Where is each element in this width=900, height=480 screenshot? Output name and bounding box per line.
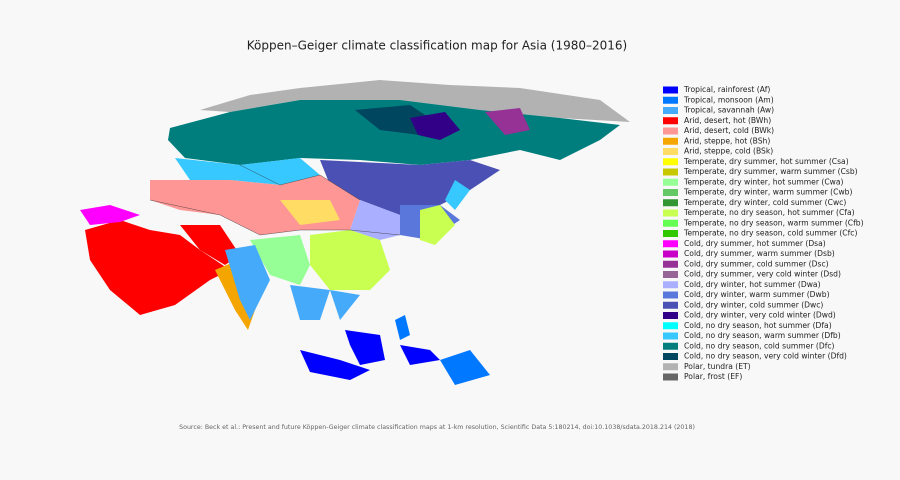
legend-label: Cold, dry winter, hot summer (Dwa) [684,280,821,289]
climate-region [420,205,455,245]
legend-swatch [663,353,678,360]
legend-label: Cold, no dry season, warm summer (Dfb) [684,331,841,340]
legend-swatch [663,291,678,299]
climate-region [345,330,385,365]
legend-label: Cold, dry summer, hot summer (Dsa) [684,239,826,248]
legend-label: Tropical, monsoon (Am) [683,95,774,104]
climate-region [310,230,390,290]
legend-label: Temperate, dry summer, warm summer (Csb) [683,167,858,176]
climate-region [445,180,470,210]
legend-label: Cold, dry summer, warm summer (Dsb) [684,249,835,258]
legend-swatch [663,158,678,166]
legend: Tropical, rainforest (Af)Tropical, monso… [663,85,864,381]
climate-region [395,315,410,340]
legend-swatch [663,96,678,104]
legend-label: Temperate, no dry season, hot summer (Cf… [683,208,855,217]
legend-swatch [663,271,678,278]
legend-swatch [663,127,678,135]
legend-swatch [663,148,678,155]
legend-label: Arid, steppe, hot (BSh) [684,136,770,145]
legend-label: Polar, frost (EF) [684,372,742,381]
legend-swatch [663,209,678,217]
climate-region [80,205,140,225]
legend-label: Cold, dry summer, very cold winter (Dsd) [684,270,841,279]
legend-label: Temperate, dry winter, warm summer (Cwb) [683,188,852,197]
legend-swatch [663,230,678,237]
legend-swatch [663,168,678,176]
climate-region [85,220,230,315]
legend-swatch [663,312,678,319]
legend-swatch [663,178,678,186]
legend-swatch [663,219,678,227]
climate-region [280,200,340,225]
climate-region [180,225,240,265]
climate-region [250,235,310,285]
climate-region [330,290,360,320]
legend-swatch [663,117,678,125]
map-title: Köppen–Geiger climate classification map… [247,39,627,53]
legend-label: Tropical, rainforest (Af) [683,85,770,94]
climate-region [320,160,500,215]
legend-label: Cold, dry summer, cold summer (Dsc) [684,259,829,268]
legend-label: Temperate, no dry season, warm summer (C… [683,218,864,227]
country-border [149,199,401,236]
climate-region [175,158,320,185]
legend-swatch [663,189,678,196]
legend-label: Cold, no dry season, cold summer (Dfc) [684,341,835,350]
climate-region [200,80,630,122]
map [80,80,630,385]
climate-region [485,108,530,135]
legend-swatch [663,281,678,289]
legend-swatch [663,137,678,145]
legend-swatch [663,332,678,340]
climate-region [225,245,270,320]
legend-swatch [663,240,678,248]
legend-label: Temperate, dry winter, hot summer (Cwa) [683,177,843,186]
legend-swatch [663,373,678,381]
climate-region [400,345,440,365]
legend-label: Polar, tundra (ET) [684,362,751,371]
legend-label: Temperate, no dry season, cold summer (C… [683,229,857,238]
source-note: Source: Beck et al.: Present and future … [179,424,695,431]
legend-label: Cold, dry winter, very cold winter (Dwd) [684,311,836,320]
climate-region [410,112,460,140]
legend-swatch [663,86,678,94]
legend-label: Temperate, dry summer, hot summer (Csa) [683,157,849,166]
legend-swatch [663,342,678,350]
legend-label: Temperate, dry winter, cold summer (Cwc) [683,198,846,207]
legend-swatch [663,107,678,114]
legend-label: Cold, no dry season, hot summer (Dfa) [684,321,832,330]
legend-label: Cold, no dry season, very cold winter (D… [684,352,847,361]
legend-swatch [663,301,678,309]
legend-label: Arid, steppe, cold (BSk) [684,147,773,156]
legend-label: Arid, desert, cold (BWk) [684,126,774,135]
legend-swatch [663,260,678,268]
legend-label: Cold, dry winter, warm summer (Dwb) [684,290,830,299]
climate-region [440,350,490,385]
country-border [239,164,361,201]
legend-label: Arid, desert, hot (BWh) [684,116,771,125]
legend-swatch [663,363,678,371]
legend-swatch [663,322,678,330]
climate-region [350,200,400,240]
legend-label: Cold, dry winter, cold summer (Dwc) [684,300,823,309]
legend-swatch [663,199,678,207]
legend-label: Tropical, savannah (Aw) [683,106,774,115]
legend-swatch [663,250,678,258]
climate-region [290,285,330,320]
climate-region [300,350,370,380]
